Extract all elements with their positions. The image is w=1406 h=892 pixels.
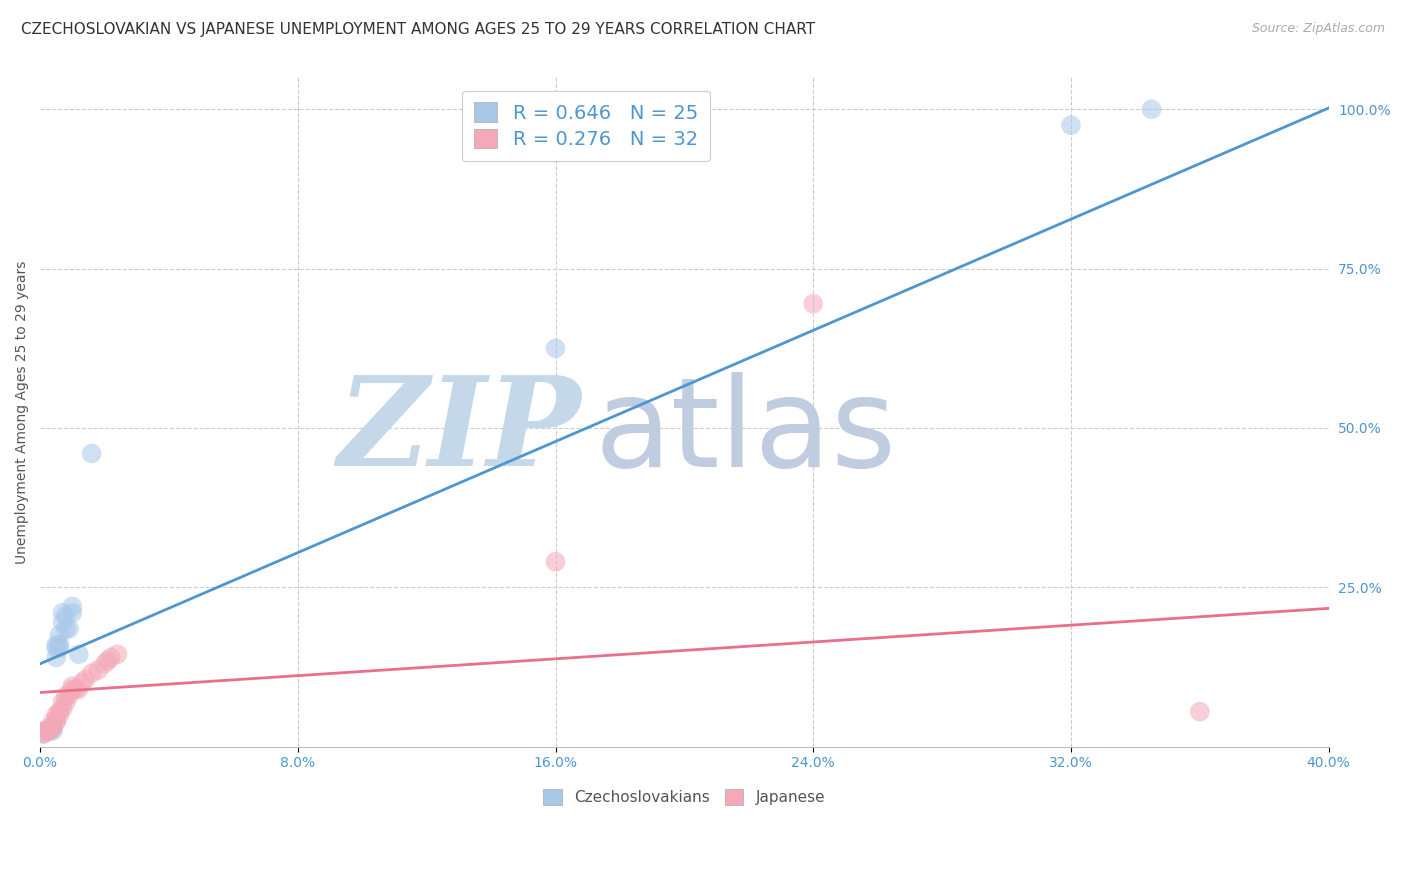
Point — [52, 606, 75, 620]
Point — [52, 701, 75, 715]
Point — [60, 606, 83, 620]
Point — [42, 714, 65, 728]
Point — [100, 650, 122, 665]
Point — [55, 695, 77, 709]
Point — [48, 707, 70, 722]
Point — [67, 682, 90, 697]
Point — [52, 695, 75, 709]
Point — [544, 341, 567, 355]
Point — [45, 650, 67, 665]
Point — [32, 727, 55, 741]
Point — [544, 555, 567, 569]
Point — [38, 723, 60, 738]
Point — [45, 640, 67, 655]
Point — [60, 682, 83, 697]
Point — [97, 654, 120, 668]
Point — [55, 609, 77, 624]
Point — [87, 663, 110, 677]
Point — [32, 727, 55, 741]
Point — [93, 657, 115, 671]
Point — [48, 640, 70, 655]
Point — [1188, 705, 1211, 719]
Point — [801, 296, 824, 310]
Point — [38, 721, 60, 735]
Point — [48, 628, 70, 642]
Point — [42, 723, 65, 738]
Text: atlas: atlas — [595, 372, 896, 492]
Point — [65, 682, 87, 697]
Point — [52, 615, 75, 630]
Point — [32, 723, 55, 738]
Point — [1140, 103, 1163, 117]
Point — [45, 707, 67, 722]
Text: CZECHOSLOVAKIAN VS JAPANESE UNEMPLOYMENT AMONG AGES 25 TO 29 YEARS CORRELATION C: CZECHOSLOVAKIAN VS JAPANESE UNEMPLOYMENT… — [21, 22, 815, 37]
Point — [80, 446, 103, 460]
Point — [45, 714, 67, 728]
Point — [70, 676, 93, 690]
Point — [60, 599, 83, 614]
Point — [35, 723, 58, 738]
Point — [107, 647, 129, 661]
Point — [42, 721, 65, 735]
Legend: Czechoslovakians, Japanese: Czechoslovakians, Japanese — [536, 781, 832, 813]
Point — [35, 723, 58, 738]
Point — [80, 666, 103, 681]
Text: ZIP: ZIP — [337, 371, 581, 493]
Point — [55, 622, 77, 636]
Point — [58, 622, 80, 636]
Point — [60, 679, 83, 693]
Point — [48, 705, 70, 719]
Y-axis label: Unemployment Among Ages 25 to 29 years: Unemployment Among Ages 25 to 29 years — [15, 260, 30, 564]
Point — [35, 723, 58, 738]
Point — [42, 721, 65, 735]
Point — [67, 647, 90, 661]
Point — [58, 689, 80, 703]
Point — [1060, 118, 1083, 132]
Point — [45, 714, 67, 728]
Point — [38, 723, 60, 738]
Point — [45, 638, 67, 652]
Point — [38, 723, 60, 738]
Point — [55, 689, 77, 703]
Point — [48, 638, 70, 652]
Text: Source: ZipAtlas.com: Source: ZipAtlas.com — [1251, 22, 1385, 36]
Point — [75, 673, 97, 687]
